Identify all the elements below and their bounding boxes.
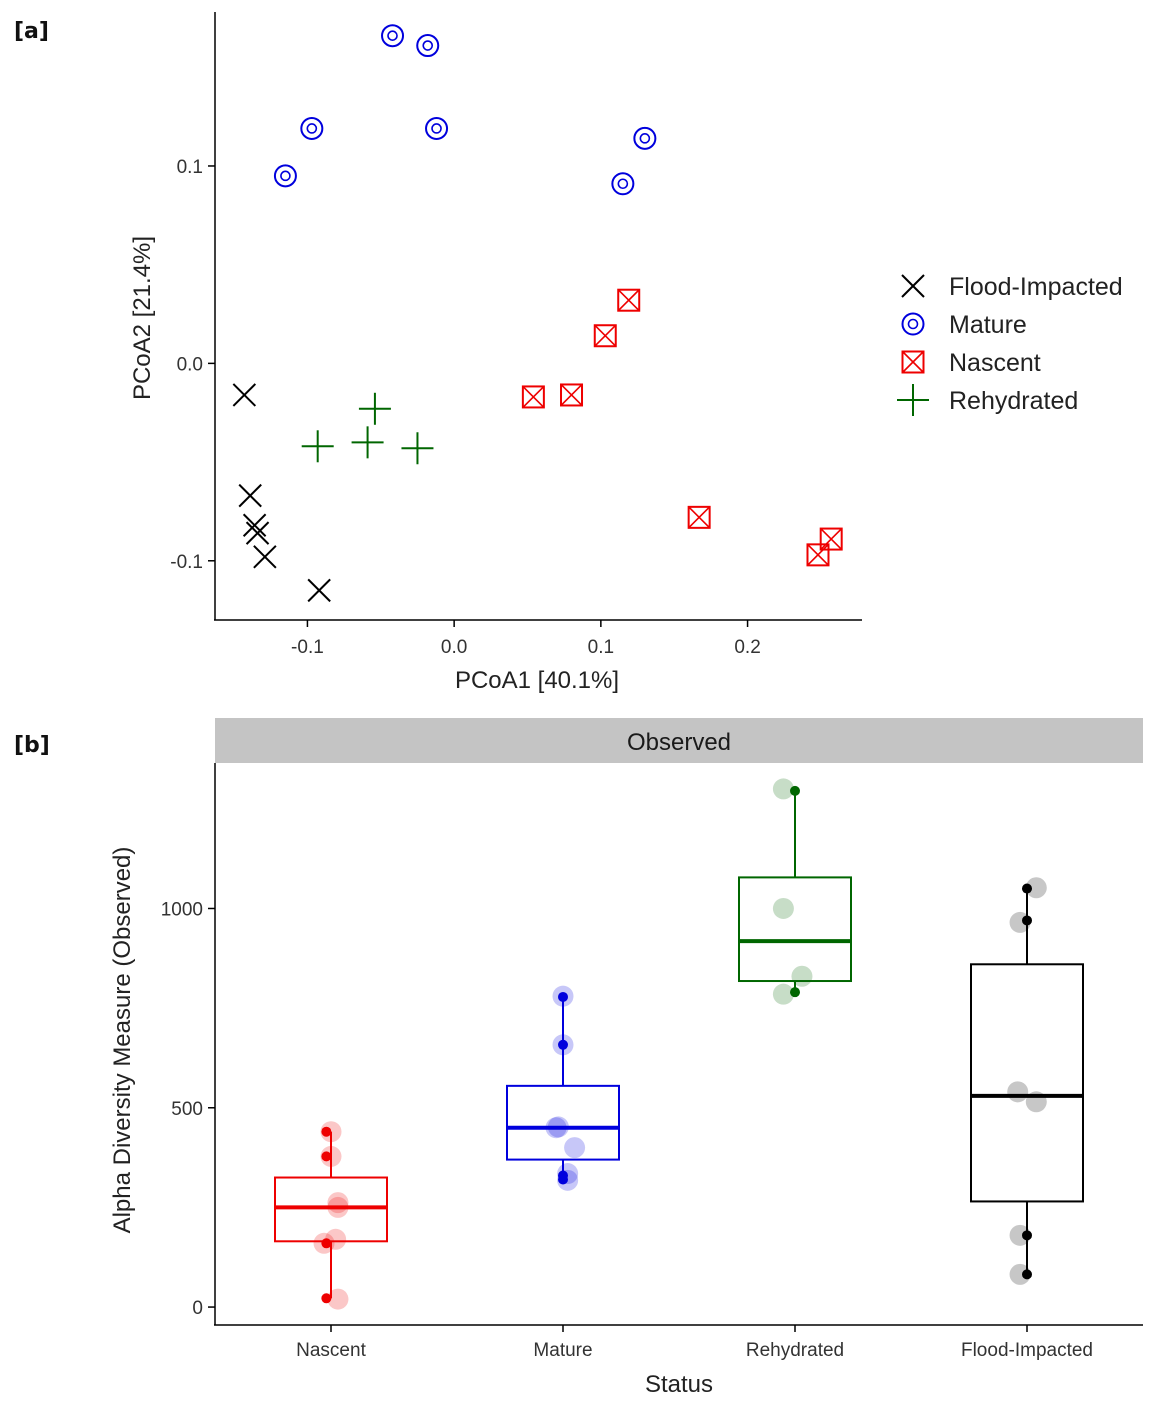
data-point: [790, 785, 800, 796]
data-point: [1022, 915, 1032, 926]
legend-key-nascent: [901, 350, 925, 374]
data-point: [321, 1238, 332, 1249]
jitter-point: [564, 1137, 586, 1159]
alpha-diversity-boxplot: Observed Nascent Mature Rehydrated Flood-Im…: [109, 718, 1143, 1398]
x-tick-label-flood-impacted: Flood-Impacted: [961, 1340, 1093, 1361]
point-nascent: [687, 505, 711, 529]
legend-key-mature: [901, 312, 925, 336]
y-ticks: -0.1 0.0 0.1: [170, 157, 215, 573]
y-axis-title: PCoA2 [21.4%]: [129, 236, 156, 400]
box: [970, 963, 1084, 1203]
point-rehydrated: [351, 426, 384, 459]
point-nascent: [521, 385, 545, 409]
point-flood-impacted: [307, 578, 331, 603]
point-mature: [425, 116, 449, 140]
data-point: [558, 1170, 568, 1181]
data-point: [321, 1293, 332, 1304]
panel-b-label: [b]: [14, 733, 50, 758]
group-flood-impacted: [970, 877, 1084, 1285]
y-tick-label: 0.1: [177, 157, 203, 178]
box: [738, 876, 852, 983]
point-flood-impacted: [242, 513, 267, 537]
x-tick-label-nascent: Nascent: [296, 1340, 366, 1361]
point-mature: [273, 164, 297, 188]
x-tick-label: 0.2: [734, 637, 760, 658]
legend: Flood-Impacted Mature Nascent Rehydrated: [897, 273, 1123, 416]
pcoa-scatter-plot: -0.1 0.0 0.1 0.2 -0.1 0.0 0.1 PCoA1 [40.1%] P…: [129, 12, 1123, 694]
facet-strip-label: Observed: [627, 729, 731, 756]
data-point: [1022, 883, 1032, 894]
jitter-point: [772, 778, 794, 800]
x-ticks: -0.1 0.0 0.1 0.2: [291, 620, 761, 658]
y-ticks: 0 500 1000: [161, 899, 215, 1319]
jitter-point: [327, 1288, 349, 1310]
point-mature: [416, 34, 440, 58]
y-axis-title: Alpha Diversity Measure (Observed): [109, 847, 136, 1234]
legend-label-nascent: Nascent: [949, 349, 1041, 377]
group-nascent: [274, 1121, 388, 1310]
point-flood-impacted: [245, 521, 270, 545]
y-tick-label: 0: [192, 1298, 203, 1319]
x-tick-label-rehydrated: Rehydrated: [746, 1340, 844, 1361]
point-flood-impacted: [232, 383, 257, 407]
point-rehydrated: [358, 392, 391, 425]
jitter-point: [772, 983, 794, 1005]
data-point: [558, 1039, 568, 1050]
y-tick-label: 0.0: [177, 354, 203, 375]
x-tick-label: -0.1: [291, 637, 324, 658]
jitter-point: [1009, 1224, 1031, 1246]
facet-strip: [215, 718, 1143, 763]
point-flood-impacted: [238, 483, 262, 508]
x-ticks: Nascent Mature Rehydrated Flood-Impacted: [296, 1325, 1093, 1361]
box: [506, 1084, 620, 1161]
point-mature: [381, 24, 405, 48]
legend-label-rehydrated: Rehydrated: [949, 387, 1078, 415]
point-rehydrated: [401, 432, 434, 465]
group-mature: [506, 985, 620, 1191]
y-tick-label: -0.1: [170, 552, 203, 573]
data-point: [558, 991, 568, 1002]
x-tick-label-mature: Mature: [533, 1340, 592, 1361]
data-point: [1022, 1230, 1032, 1241]
x-tick-label: 0.0: [441, 637, 467, 658]
point-mature: [633, 126, 657, 150]
point-nascent: [560, 383, 584, 407]
jitter-point: [1025, 877, 1047, 899]
x-tick-label: 0.1: [588, 637, 614, 658]
data-point: [1022, 1269, 1032, 1280]
point-mature: [300, 116, 324, 140]
point-flood-impacted: [253, 545, 277, 569]
legend-key-rehydrated: [897, 384, 929, 416]
x-axis-title: Status: [645, 1371, 713, 1398]
boxes: [274, 778, 1084, 1310]
x-axis-title: PCoA1 [40.1%]: [455, 667, 619, 694]
point-nascent: [806, 543, 830, 567]
jitter-point: [1009, 1263, 1031, 1285]
group-rehydrated: [738, 778, 852, 1005]
point-nascent: [593, 324, 617, 348]
scatter-points: [232, 24, 843, 603]
point-nascent: [819, 527, 843, 551]
point-rehydrated: [301, 430, 334, 463]
point-nascent: [617, 288, 641, 312]
jitter-point: [1007, 1081, 1029, 1103]
y-tick-label: 1000: [161, 899, 203, 920]
panel-a-label: [a]: [14, 19, 49, 44]
y-tick-label: 500: [171, 1099, 203, 1120]
jitter-point: [772, 897, 794, 919]
data-point: [321, 1151, 332, 1162]
legend-label-flood-impacted: Flood-Impacted: [949, 273, 1123, 301]
data-point: [790, 987, 800, 998]
data-point: [321, 1126, 332, 1137]
legend-label-mature: Mature: [949, 311, 1027, 339]
legend-key-flood-impacted: [901, 274, 925, 298]
point-mature: [611, 172, 635, 196]
